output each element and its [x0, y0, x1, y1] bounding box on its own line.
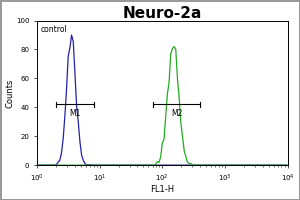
Text: M1: M1: [69, 109, 80, 118]
Title: Neuro-2a: Neuro-2a: [123, 6, 202, 21]
X-axis label: FL1-H: FL1-H: [150, 185, 174, 194]
Text: control: control: [41, 25, 68, 34]
Y-axis label: Counts: Counts: [6, 78, 15, 108]
Text: M2: M2: [171, 109, 182, 118]
